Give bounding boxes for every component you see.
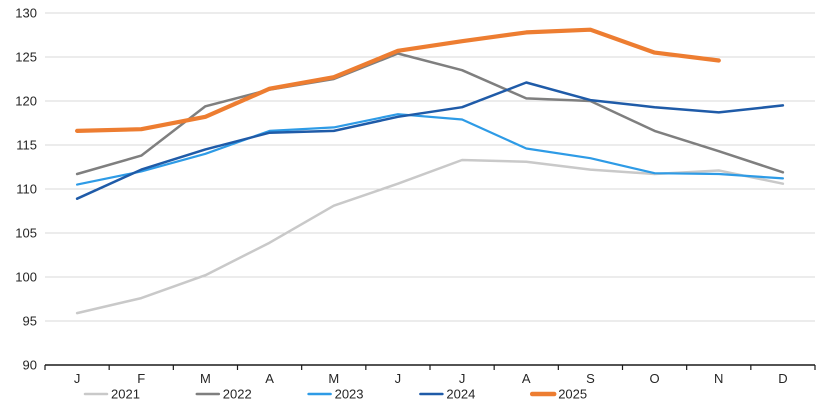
y-axis-label-130: 130	[15, 6, 37, 21]
legend-label-2025: 2025	[558, 387, 587, 402]
y-axis-label-95: 95	[23, 314, 37, 329]
series-line-2025	[74, 27, 721, 133]
x-axis-label-5-J: J	[395, 371, 402, 386]
legend-label-2024: 2024	[446, 387, 475, 402]
x-axis-label-6-J: J	[459, 371, 466, 386]
x-axis-label-1-F: F	[137, 371, 145, 386]
y-axis-label-120: 120	[15, 94, 37, 109]
x-axis-label-7-A: A	[522, 371, 531, 386]
series-line-2023	[75, 113, 785, 186]
y-axis-label-115: 115	[16, 138, 37, 153]
y-axis-label-90: 90	[23, 358, 37, 373]
x-axis-label-11-D: D	[778, 371, 787, 386]
x-axis-label-2-M: M	[200, 371, 211, 386]
x-axis-label-8-S: S	[586, 371, 595, 386]
series-line-2022	[75, 52, 785, 176]
legend-label-2022: 2022	[223, 387, 252, 402]
legend-label-2021: 2021	[111, 387, 140, 402]
x-axis-label-9-O: O	[650, 371, 660, 386]
series-line-2021	[75, 158, 785, 315]
y-axis-label-105: 105	[15, 226, 37, 241]
y-axis-label-110: 110	[16, 182, 37, 197]
x-axis-label-10-N: N	[714, 371, 723, 386]
y-axis-label-100: 100	[15, 270, 37, 285]
y-axis-label-125: 125	[15, 50, 37, 65]
x-axis-label-4-M: M	[328, 371, 339, 386]
legend-label-2023: 2023	[335, 387, 364, 402]
series-line-2024	[75, 81, 785, 200]
x-axis-label-3-A: A	[265, 371, 274, 386]
x-axis-label-0-J: J	[74, 371, 81, 386]
